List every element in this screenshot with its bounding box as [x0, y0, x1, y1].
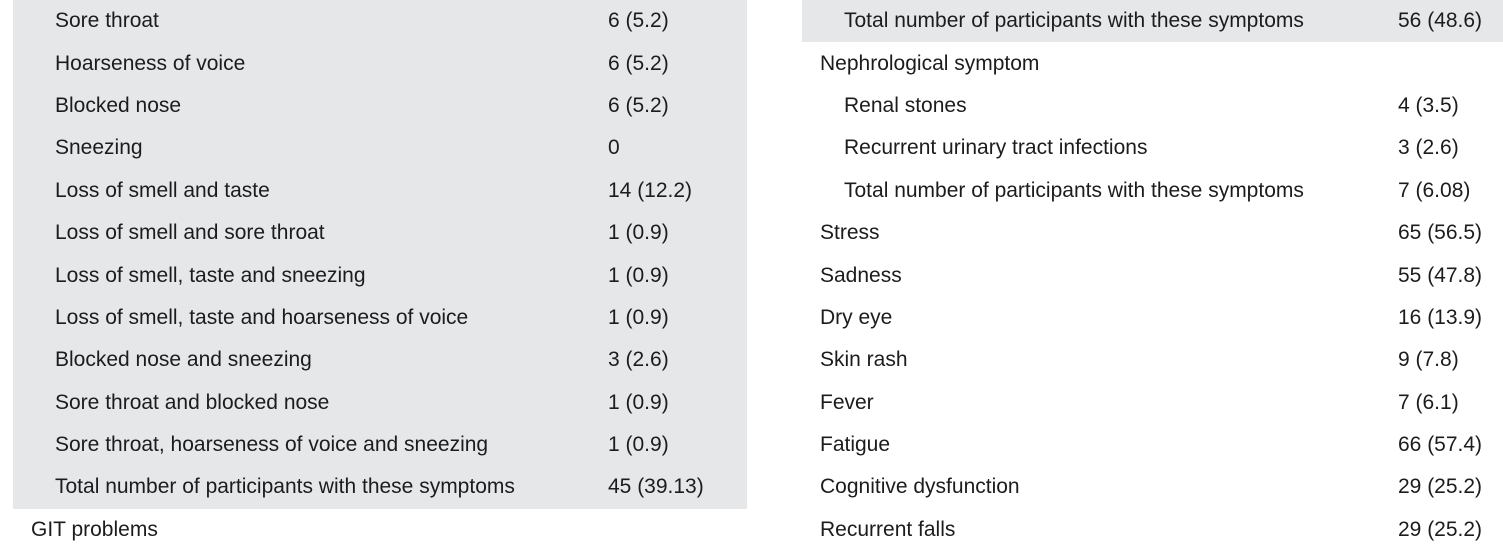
table-row: Blocked nose 6 (5.2) [13, 84, 747, 128]
table-row-category: GIT problems [13, 509, 747, 551]
row-label: Cognitive dysfunction [820, 475, 1020, 499]
table-row-category: Nephrological symptom [802, 42, 1503, 84]
row-label: Blocked nose [55, 93, 182, 117]
row-label: Total number of participants with these … [844, 178, 1304, 202]
table-row: Sore throat 6 (5.2) [13, 0, 747, 43]
row-label: Hoarseness of voice [55, 51, 246, 75]
table-row: Sadness 55 (47.8) [802, 254, 1503, 296]
row-label: Dry eye [820, 305, 893, 329]
table-row: Loss of smell and taste 14 (12.2) [13, 169, 747, 212]
row-label: Loss of smell, taste and sneezing [55, 263, 366, 287]
row-label: Total number of participants with these … [844, 9, 1304, 33]
row-label: Loss of smell and sore throat [55, 221, 325, 245]
table-row: Recurrent falls 29 (25.2) [802, 509, 1503, 551]
left-symptom-table: Sore throat 6 (5.2) Hoarseness of voice … [13, 0, 747, 551]
table-row: Fatigue 66 (57.4) [802, 424, 1503, 466]
row-label: Loss of smell and taste [55, 178, 270, 202]
table-row: Sneezing 0 [13, 127, 747, 170]
table-row: Loss of smell, taste and hoarseness of v… [13, 296, 747, 340]
row-label: Sadness [820, 263, 902, 287]
table-row-total: Total number of participants with these … [13, 466, 747, 509]
row-value: 45 (39.13) [608, 475, 704, 499]
row-value: 4 (3.5) [1398, 93, 1459, 117]
table-row: Renal stones 4 (3.5) [802, 85, 1503, 127]
row-label: Loss of smell, taste and hoarseness of v… [55, 305, 469, 329]
row-value: 1 (0.9) [608, 305, 669, 329]
category-label: GIT problems [31, 517, 158, 541]
category-label: Nephrological symptom [820, 51, 1040, 75]
row-label: Sore throat, hoarseness of voice and sne… [55, 433, 489, 457]
row-label: Blocked nose and sneezing [55, 348, 312, 372]
row-label: Total number of participants with these … [55, 475, 515, 499]
row-value: 14 (12.2) [608, 178, 693, 202]
row-value: 56 (48.6) [1398, 9, 1483, 33]
row-label: Fever [820, 390, 874, 414]
row-label: Stress [820, 221, 880, 245]
table-row-total: Total number of participants with these … [802, 0, 1503, 43]
table-row: Stress 65 (56.5) [802, 212, 1503, 254]
row-value: 3 (2.6) [1398, 136, 1459, 160]
row-label: Fatigue [820, 433, 891, 457]
row-label: Sore throat and blocked nose [55, 390, 330, 414]
row-value: 29 (25.2) [1398, 475, 1483, 499]
row-value: 65 (56.5) [1398, 221, 1483, 245]
row-label: Sore throat [55, 9, 159, 33]
row-value: 0 [608, 136, 620, 160]
row-value: 29 (25.2) [1398, 517, 1483, 541]
row-value: 7 (6.1) [1398, 390, 1459, 414]
table-row: Loss of smell, taste and sneezing 1 (0.9… [13, 254, 747, 297]
table-row: Sore throat, hoarseness of voice and sne… [13, 423, 747, 467]
row-value: 1 (0.9) [608, 433, 669, 457]
table-row: Fever 7 (6.1) [802, 382, 1503, 424]
table-row: Sore throat and blocked nose 1 (0.9) [13, 381, 747, 424]
table-row-total: Total number of participants with these … [802, 170, 1503, 212]
row-value: 1 (0.9) [608, 263, 669, 287]
row-value: 6 (5.2) [608, 93, 669, 117]
table-row: Cognitive dysfunction 29 (25.2) [802, 466, 1503, 508]
row-value: 9 (7.8) [1398, 348, 1459, 372]
row-label: Skin rash [820, 348, 908, 372]
row-value: 1 (0.9) [608, 221, 669, 245]
table-row: Recurrent urinary tract infections 3 (2.… [802, 127, 1503, 169]
row-label: Recurrent urinary tract infections [844, 136, 1148, 160]
row-value: 6 (5.2) [608, 51, 669, 75]
table-row: Loss of smell and sore throat 1 (0.9) [13, 211, 747, 255]
row-label: Recurrent falls [820, 517, 956, 541]
row-value: 16 (13.9) [1398, 305, 1483, 329]
right-symptom-table: Total number of participants with these … [802, 0, 1503, 551]
row-label: Sneezing [55, 136, 143, 160]
table-row: Skin rash 9 (7.8) [802, 339, 1503, 381]
table-row: Hoarseness of voice 6 (5.2) [13, 42, 747, 85]
table-row: Dry eye 16 (13.9) [802, 297, 1503, 339]
row-value: 1 (0.9) [608, 390, 669, 414]
table-row: Blocked nose and sneezing 3 (2.6) [13, 339, 747, 382]
row-label: Renal stones [844, 93, 967, 117]
row-value: 7 (6.08) [1398, 178, 1471, 202]
row-value: 3 (2.6) [608, 348, 669, 372]
row-value: 66 (57.4) [1398, 433, 1483, 457]
row-value: 6 (5.2) [608, 9, 669, 33]
row-value: 55 (47.8) [1398, 263, 1483, 287]
